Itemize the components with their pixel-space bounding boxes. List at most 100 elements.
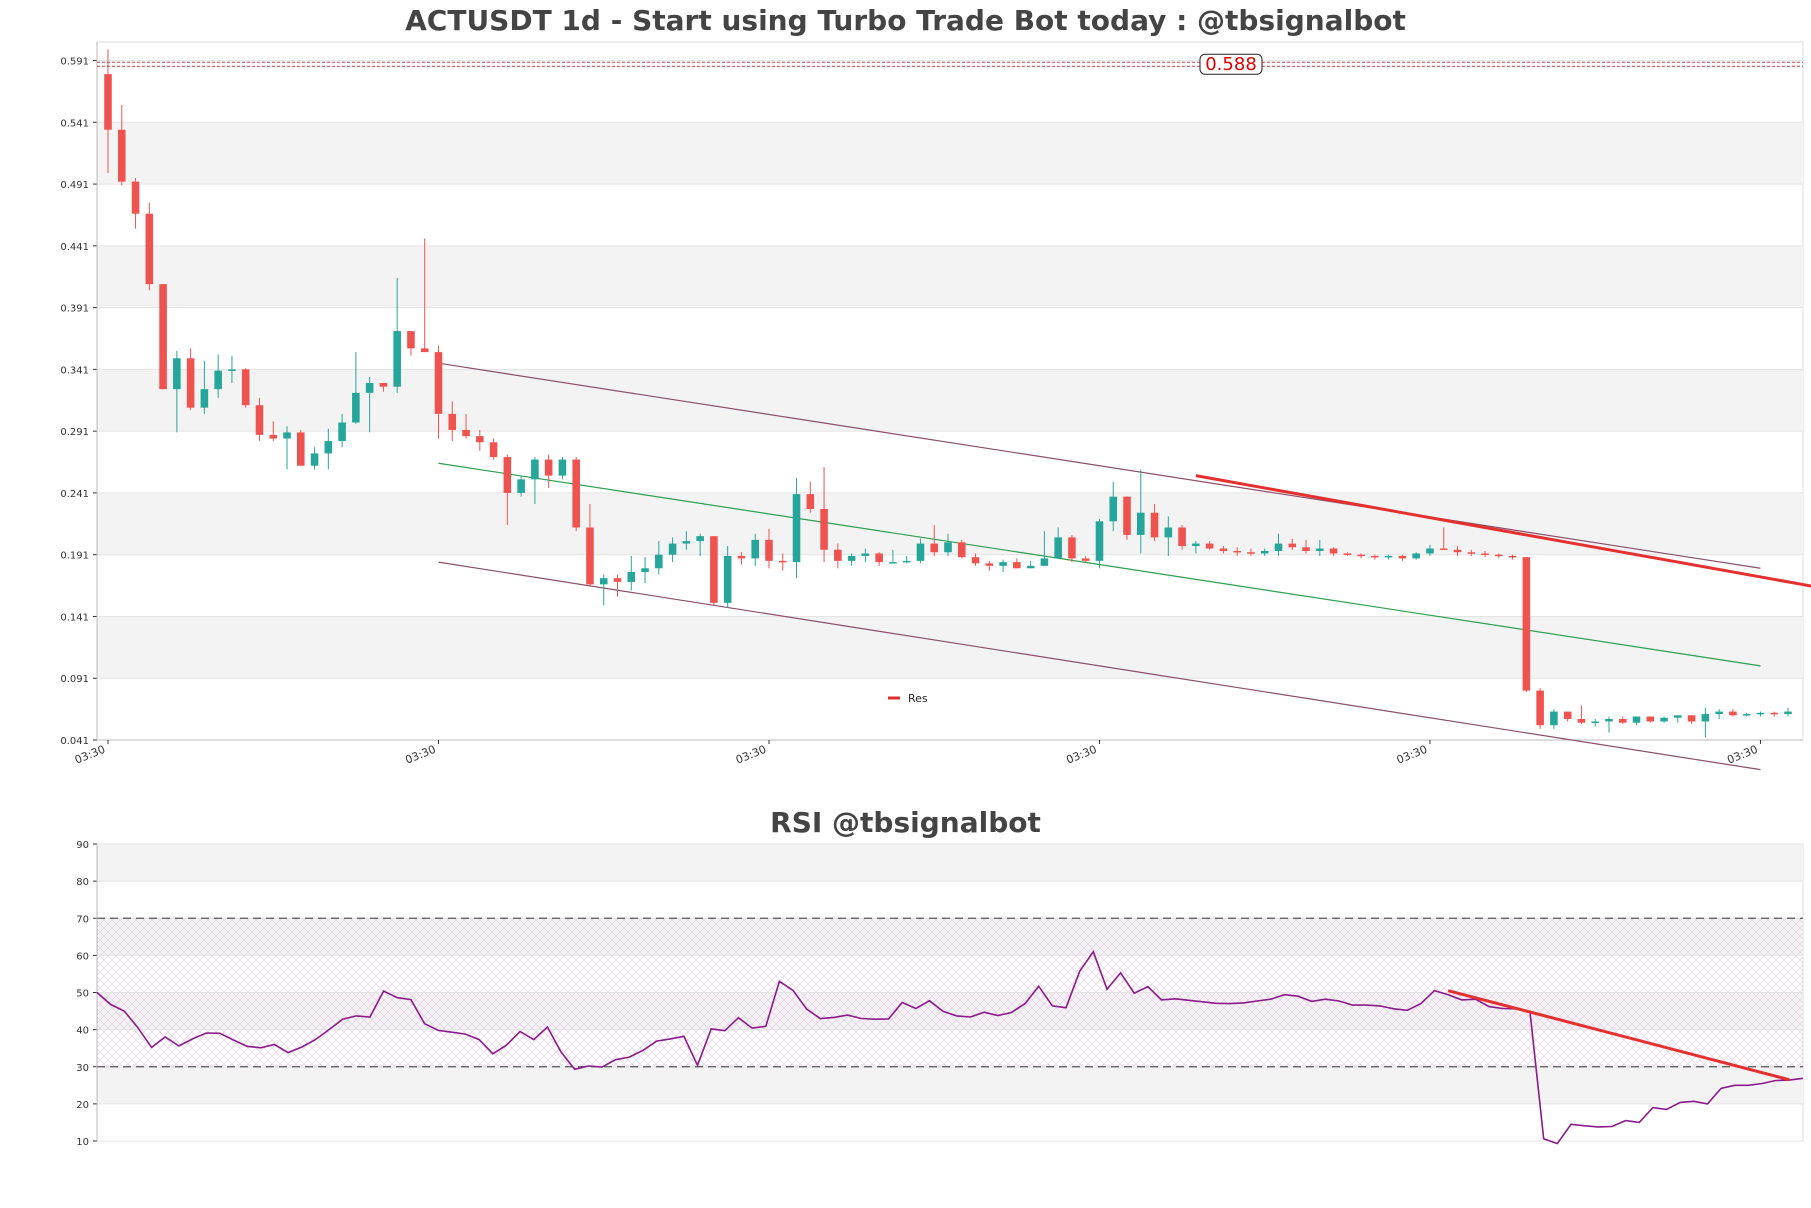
y-tick-label: 0.441: [60, 242, 89, 253]
candle-body: [352, 392, 360, 423]
x-tick-label: 03:30: [1725, 743, 1759, 767]
candle-body: [1054, 537, 1062, 559]
candle-body: [1233, 550, 1241, 553]
candle-body: [393, 331, 401, 387]
candle-body: [1674, 715, 1682, 718]
candle-body: [1357, 554, 1365, 557]
candle-body: [1646, 716, 1655, 722]
candle-body: [792, 494, 801, 563]
candle-body: [434, 352, 443, 414]
candle-body: [985, 563, 994, 566]
candle-body: [1316, 548, 1324, 551]
candle-body: [1260, 550, 1269, 554]
candle-body: [1109, 496, 1118, 522]
candle-body: [1770, 712, 1779, 715]
candle-body: [957, 542, 966, 558]
candle-body: [1398, 555, 1407, 559]
candle-body: [420, 348, 429, 353]
rsi-grid-band: [97, 844, 1803, 882]
candle-body: [338, 422, 346, 442]
candle-body: [627, 571, 636, 582]
candle-body: [145, 213, 154, 285]
candle-body: [1164, 527, 1173, 538]
candle-body: [1742, 714, 1751, 716]
candle-body: [710, 536, 718, 603]
candle-body: [324, 441, 333, 454]
x-tick-label: 03:30: [1395, 743, 1429, 767]
rsi-y-tick-label: 30: [76, 1063, 89, 1074]
y-tick-label: 0.491: [60, 180, 89, 191]
candle-body: [1068, 537, 1076, 559]
y-tick-label: 0.591: [60, 57, 89, 68]
candle-body: [1384, 555, 1393, 558]
candle-body: [916, 543, 925, 561]
rsi-y-tick-label: 90: [76, 840, 89, 851]
rsi-y-tick-label: 50: [76, 989, 89, 1000]
legend-label-res: Res: [908, 692, 928, 705]
candle-body: [599, 578, 608, 585]
candle-body: [1219, 548, 1228, 551]
candle-body: [1205, 543, 1214, 549]
candle-body: [1784, 711, 1792, 715]
candle-body: [1467, 552, 1476, 554]
candle-body: [131, 181, 140, 214]
candle-body: [930, 543, 939, 553]
candle-body: [1123, 496, 1131, 535]
candle-body: [1522, 557, 1531, 691]
candle-body: [1302, 547, 1310, 551]
candle-body: [641, 568, 649, 572]
candle-body: [572, 459, 580, 528]
candle-body: [586, 527, 594, 585]
y-tick-label: 0.191: [60, 551, 89, 562]
candle-body: [806, 494, 815, 509]
y-tick-label: 0.041: [60, 736, 89, 747]
candle-body: [1495, 554, 1503, 557]
candle-body: [1729, 711, 1737, 716]
candle-body: [668, 543, 677, 555]
candle-body: [737, 555, 746, 559]
candle-body: [544, 459, 553, 476]
candle-body: [1178, 527, 1186, 547]
candle-body: [1605, 718, 1613, 722]
candle-body: [200, 389, 209, 408]
candle-body: [1137, 512, 1145, 535]
candle-body: [503, 457, 512, 493]
candle-body: [902, 560, 911, 563]
candle-body: [1687, 715, 1696, 722]
rsi-panel: 10 20 30 40 50 60 70 80 90: [76, 840, 1804, 1148]
candle-body: [1577, 718, 1586, 723]
candle-body: [379, 382, 388, 387]
candle-body: [1013, 562, 1021, 569]
y-tick-label: 0.291: [60, 427, 89, 438]
candle-body: [1343, 553, 1352, 555]
y-tick-label: 0.091: [60, 674, 89, 685]
candle-body: [999, 562, 1007, 566]
candle-body: [861, 553, 870, 556]
candle-body: [173, 358, 181, 390]
candle-body: [283, 432, 291, 439]
price-grid-band: [97, 245, 1803, 308]
rsi-trend-line: [1447, 989, 1790, 1082]
candle-body: [723, 555, 732, 603]
candle-body: [1288, 543, 1297, 548]
candle-body: [1660, 717, 1668, 722]
candle-body: [1095, 521, 1104, 561]
candle-body: [1150, 512, 1159, 538]
candle-body: [241, 369, 250, 406]
candle-body: [489, 442, 498, 458]
candle-body: [1426, 548, 1434, 554]
y-tick-label: 0.241: [60, 489, 89, 500]
candle-body: [1453, 549, 1462, 553]
candle-body: [613, 578, 622, 582]
candle-body: [1481, 553, 1489, 555]
candle-body: [297, 432, 305, 466]
candle-body: [1247, 552, 1255, 554]
candle-body: [944, 542, 952, 553]
candle-body: [1508, 555, 1517, 558]
chart-title: ACTUSDT 1d - Start using Turbo Trade Bot…: [405, 4, 1406, 37]
candle-body: [1412, 553, 1420, 559]
candle-body: [655, 554, 663, 569]
candle-body: [682, 541, 691, 544]
candle-body: [214, 370, 222, 390]
candle-body: [186, 358, 195, 408]
